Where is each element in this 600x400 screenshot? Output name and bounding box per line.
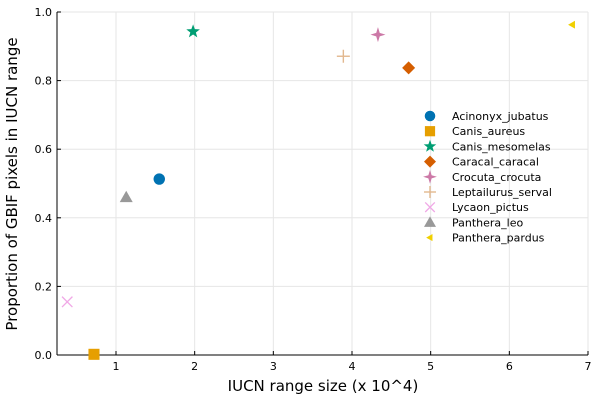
legend-marker (426, 234, 433, 242)
data-point-leptailurus-serval (336, 49, 350, 63)
data-point-canis-mesomelas (186, 24, 200, 38)
legend-marker (424, 201, 436, 213)
data-point-lycaon-pictus (61, 296, 73, 308)
legend-marker (423, 169, 437, 184)
data-point-caracal-caracal (402, 61, 416, 75)
legend-label: Canis_mesomelas (452, 140, 551, 153)
legend-marker (424, 110, 436, 122)
legend-marker (424, 186, 436, 198)
legend-label: Panthera_pardus (452, 232, 545, 245)
legend-item: Canis_aureus (424, 125, 525, 138)
y-axis-label: Proportion of GBIF pixels in IUCN range (3, 37, 21, 330)
legend-label: Leptailurus_serval (452, 186, 552, 199)
x-tick-label: 1 (113, 360, 120, 373)
data-point-crocuta-crocuta (370, 27, 386, 43)
axes (56, 11, 589, 356)
legend-marker (424, 216, 436, 227)
y-tick-label: 0.2 (35, 280, 53, 293)
y-tick-label: 1.0 (35, 6, 53, 19)
grid-lines (57, 11, 589, 356)
y-tick-label: 0.0 (35, 349, 53, 362)
data-points (61, 20, 575, 360)
x-tick-label: 3 (270, 360, 277, 373)
legend-label: Panthera_leo (452, 216, 523, 229)
data-point-panthera-leo (119, 190, 133, 203)
y-tick-label: 0.8 (35, 75, 53, 88)
x-axis-label: IUCN range size (x 10^4) (228, 377, 419, 395)
x-tick-label: 6 (506, 360, 513, 373)
legend-marker (424, 155, 436, 168)
data-point-panthera-pardus (568, 20, 575, 29)
legend-label: Acinonyx_jubatus (452, 110, 549, 123)
legend-item: Leptailurus_serval (424, 186, 552, 199)
x-tick-label: 2 (191, 360, 198, 373)
legend-item: Panthera_pardus (426, 232, 545, 245)
data-point-acinonyx-jubatus (153, 173, 165, 185)
y-tick-label: 0.6 (35, 143, 53, 156)
legend-marker (424, 126, 436, 137)
legend-item: Caracal_caracal (424, 155, 539, 169)
y-tick-label: 0.4 (35, 212, 53, 225)
legend-label: Lycaon_pictus (452, 201, 529, 214)
legend-label: Caracal_caracal (452, 156, 539, 169)
legend-item: Crocuta_crocuta (423, 169, 541, 184)
legend-marker (423, 139, 437, 152)
x-tick-label: 4 (349, 360, 356, 373)
legend: Acinonyx_jubatus Canis_aureus Canis_mesome… (423, 110, 552, 245)
y-tick-labels: 0.0 0.2 0.4 0.6 0.8 1.0 (35, 6, 53, 362)
legend-item: Panthera_leo (424, 216, 523, 229)
legend-item: Lycaon_pictus (424, 201, 529, 214)
legend-item: Canis_mesomelas (423, 139, 551, 153)
legend-item: Acinonyx_jubatus (424, 110, 549, 123)
legend-label: Canis_aureus (452, 125, 525, 138)
x-tick-label: 7 (585, 360, 592, 373)
legend-label: Crocuta_crocuta (452, 171, 541, 184)
x-tick-label: 5 (427, 360, 434, 373)
data-point-canis-aureus (88, 348, 100, 360)
x-tick-labels: 1 2 3 4 5 6 7 (113, 360, 592, 373)
